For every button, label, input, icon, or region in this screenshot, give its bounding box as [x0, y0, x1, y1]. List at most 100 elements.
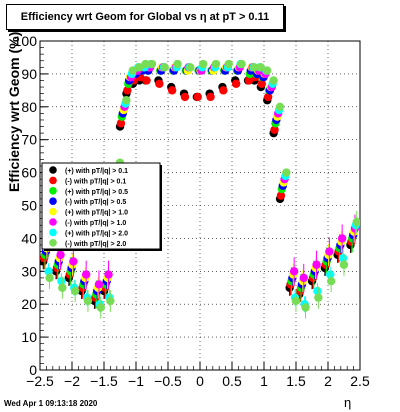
data-point	[291, 296, 301, 306]
data-point	[104, 270, 113, 279]
legend-marker	[49, 166, 57, 174]
data-point	[81, 270, 91, 279]
data-point	[193, 92, 202, 102]
data-point	[301, 303, 310, 312]
legend-marker	[49, 176, 57, 185]
data-point	[70, 286, 80, 296]
data-point	[352, 217, 360, 227]
x-tick-label: −1.5	[90, 373, 118, 389]
data-point	[275, 102, 285, 112]
data-point	[141, 59, 150, 69]
legend-item-5: (+) with pT/|q| > 1.0	[49, 207, 128, 217]
data-point	[142, 76, 151, 85]
legend-marker	[49, 218, 57, 226]
x-tick-label: −1	[128, 373, 144, 389]
legend-marker	[49, 187, 57, 195]
data-point	[338, 253, 348, 263]
y-axis-label: Efficiency wrt Geom (%)	[6, 31, 22, 192]
y-tick-label: 80	[21, 99, 37, 115]
data-point	[57, 276, 66, 286]
legend-label: (-) with pT/|q| > 0.5	[65, 199, 126, 206]
legend-label: (+) with pT/|q| > 0.1	[65, 168, 128, 175]
data-point	[219, 86, 228, 95]
data-point	[270, 125, 279, 135]
x-tick-label: 1.5	[286, 373, 306, 389]
data-point	[263, 92, 273, 102]
data-point	[257, 79, 266, 88]
data-point	[160, 63, 169, 72]
data-point	[262, 66, 272, 75]
data-point	[256, 63, 265, 72]
x-tick-label: 2.5	[350, 373, 370, 389]
y-tick-label: 10	[21, 329, 37, 345]
data-point	[276, 191, 286, 200]
data-point	[326, 270, 335, 279]
legend-label: (+) with pT/|q| > 2.0	[65, 230, 128, 237]
legend-label: (+) with pT/|q| > 0.5	[65, 189, 128, 196]
legend-label: (-) with pT/|q| > 2.0	[65, 241, 126, 248]
y-tick-label: 70	[21, 132, 37, 148]
x-tick-label: 0	[196, 373, 204, 389]
x-axis-label: η	[344, 395, 352, 410]
data-point	[128, 66, 137, 75]
legend-label: (+) with pT/|q| > 1.0	[65, 210, 128, 217]
data-point	[94, 280, 104, 289]
legend-item-4: (-) with pT/|q| > 0.5	[49, 197, 126, 206]
legend-marker	[49, 207, 57, 216]
x-tick-label: 2	[324, 373, 332, 389]
series-8	[45, 59, 360, 319]
legend-item-7: (+) with pT/|q| > 2.0	[49, 228, 128, 237]
data-point	[314, 293, 323, 302]
legend-item-8: (-) with pT/|q| > 2.0	[49, 239, 126, 248]
data-point	[180, 92, 190, 102]
data-point	[122, 96, 131, 105]
data-point	[339, 260, 349, 269]
data-point	[211, 59, 221, 69]
y-tick-label: 0	[29, 362, 37, 378]
data-point	[123, 86, 132, 95]
y-tick-label: 100	[14, 33, 38, 49]
data-point	[83, 296, 93, 306]
chart-title: Efficiency wrt Geom for Global vs η at p…	[6, 4, 284, 30]
data-point	[147, 59, 157, 69]
data-point	[134, 63, 144, 72]
data-point	[58, 283, 67, 292]
data-point	[56, 250, 65, 260]
data-point	[224, 59, 233, 69]
legend-marker	[49, 239, 57, 247]
data-point	[231, 79, 241, 88]
data-point	[337, 234, 347, 243]
y-tick-label: 50	[21, 198, 37, 214]
data-point	[96, 303, 105, 312]
legend-label: (-) with pT/|q| > 1.0	[65, 220, 126, 227]
data-point	[250, 63, 259, 72]
data-point	[206, 92, 215, 102]
data-point	[116, 119, 126, 128]
data-point	[312, 260, 321, 269]
x-tick-label: −2	[64, 373, 80, 389]
y-tick-label: 40	[21, 230, 37, 246]
legend-item-3: (+) with pT/|q| > 0.5	[49, 187, 128, 196]
data-point	[325, 247, 334, 256]
data-point	[198, 59, 208, 69]
data-point	[289, 267, 299, 276]
x-tick-label: −2.5	[26, 373, 54, 389]
data-point	[326, 276, 336, 286]
data-point	[186, 63, 195, 72]
x-tick-label: 1	[260, 373, 268, 389]
data-point	[299, 273, 308, 283]
data-point	[282, 168, 291, 177]
y-tick-label: 90	[21, 66, 37, 82]
legend-label: (-) with pT/|q| > 0.1	[65, 178, 126, 185]
data-point	[44, 267, 53, 276]
data-point	[155, 79, 164, 88]
data-point	[106, 296, 115, 306]
data-layer	[40, 59, 360, 319]
y-tick-label: 20	[21, 296, 37, 312]
x-tick-label: 0.5	[222, 373, 242, 389]
data-point	[167, 86, 177, 95]
y-tick-label: 30	[21, 263, 37, 279]
data-point	[69, 257, 78, 266]
